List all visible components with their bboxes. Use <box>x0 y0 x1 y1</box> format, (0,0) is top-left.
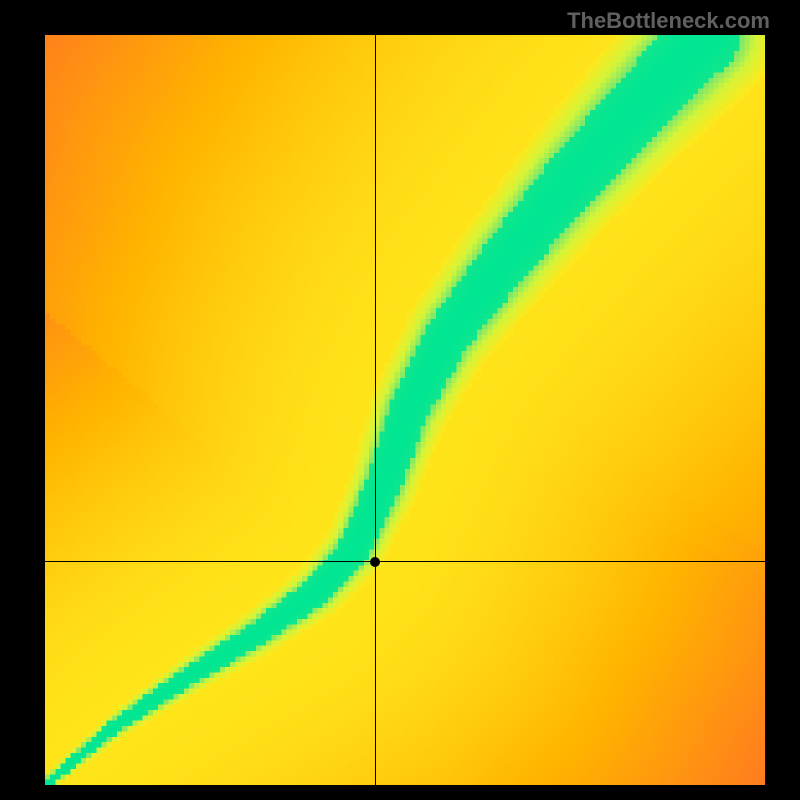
watermark-text: TheBottleneck.com <box>567 8 770 34</box>
crosshair-vertical <box>375 35 376 785</box>
crosshair-horizontal <box>45 561 765 562</box>
chart-container: TheBottleneck.com <box>0 0 800 800</box>
heatmap-canvas <box>45 35 765 785</box>
plot-area <box>45 35 765 785</box>
crosshair-dot <box>370 557 380 567</box>
